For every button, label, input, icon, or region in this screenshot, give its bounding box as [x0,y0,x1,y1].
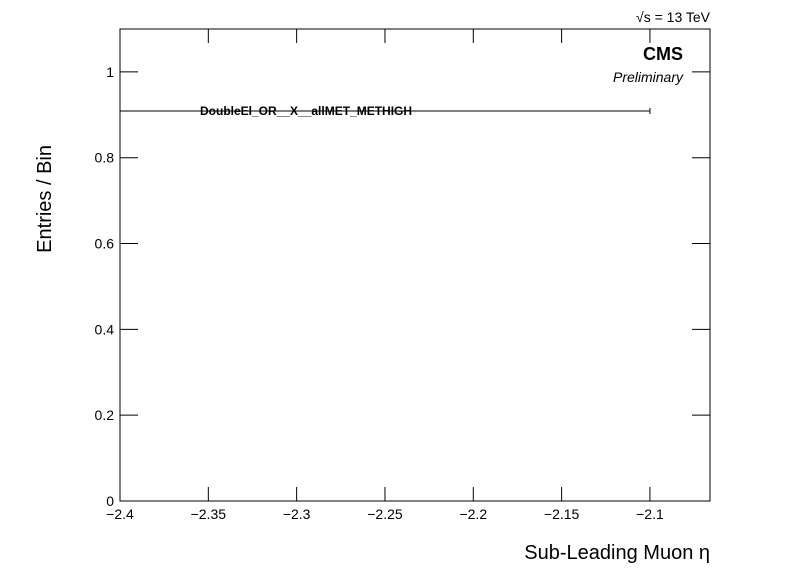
y-tick-label: 1 [106,64,114,80]
y-tick-label: 0.2 [95,407,115,423]
status-label: Preliminary [613,69,684,85]
x-axis-label: Sub-Leading Muon η [524,542,710,564]
series-label: DoubleEl_OR__X__allMET_METHIGH [200,104,412,118]
y-axis-label: Entries / Bin [34,145,56,253]
energy-label: √s = 13 TeV [636,9,711,25]
x-tick-label: −2.35 [191,506,227,522]
y-tick-label: 0 [106,493,114,509]
x-tick-label: −2.1 [636,506,664,522]
y-tick-label: 0.6 [95,236,115,252]
x-tick-label: −2.2 [459,506,487,522]
x-tick-label: −2.25 [367,506,403,522]
frame [119,28,711,502]
x-tick-label: −2.3 [283,506,311,522]
y-tick-label: 0.8 [95,150,115,166]
y-tick-label: 0.4 [95,321,115,337]
x-tick-label: −2.4 [106,506,134,522]
x-tick-label: −2.15 [544,506,580,522]
cms-label: CMS [643,44,683,64]
